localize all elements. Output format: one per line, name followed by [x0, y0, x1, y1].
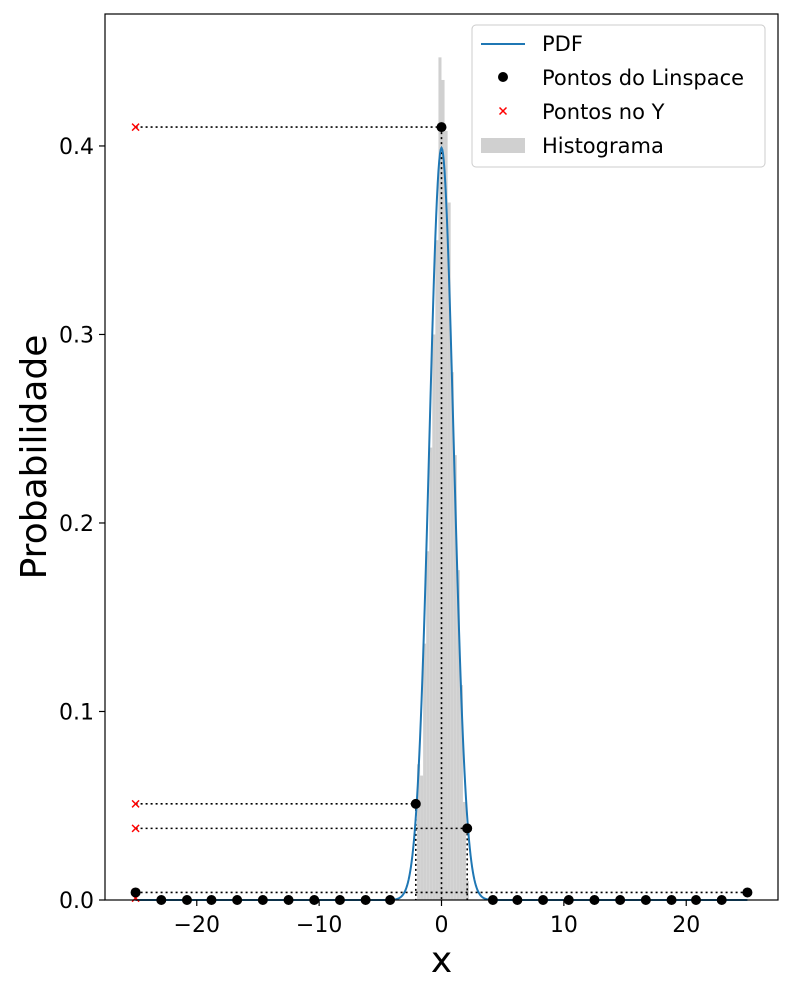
histogram-bar-15 [462, 801, 466, 900]
histogram-bar-0 [417, 764, 421, 900]
x-tick-label-3: 10 [550, 913, 578, 938]
histogram-bar-9 [444, 130, 448, 901]
linspace-point-0 [130, 887, 141, 898]
legend-linspace-swatch [498, 72, 508, 82]
linspace-point-24 [742, 887, 753, 898]
y-point-2 [131, 824, 140, 833]
y-tick-label-3: 0.3 [59, 323, 94, 348]
histogram-bar-10 [447, 202, 451, 901]
linspace-point-12 [436, 122, 447, 133]
histogram-bar-16 [465, 881, 470, 900]
x-tick-label-0: −20 [174, 913, 220, 938]
legend-histogram-swatch [481, 138, 525, 153]
y-point-1 [131, 799, 140, 808]
linspace-points [130, 122, 753, 905]
histogram-bar-8 [441, 79, 445, 901]
histogram-bar-6 [435, 240, 439, 900]
histogram-bar-5 [432, 334, 436, 900]
x-tick-label-4: 20 [672, 913, 700, 938]
legend-linspace-label: Pontos do Linspace [542, 66, 744, 90]
linspace-point-11 [410, 798, 421, 809]
legend: PDF Pontos do Linspace Pontos no Y Histo… [471, 24, 766, 168]
x-axis-title: x [431, 940, 452, 981]
legend-y-points-label: Pontos no Y [542, 100, 665, 124]
legend-y-points-swatch [498, 106, 508, 116]
x-tick-label-2: 0 [435, 913, 449, 938]
histogram-bar-2 [423, 643, 427, 900]
legend-y-marker [498, 106, 508, 116]
x-axis-ticks: −20 −10 0 10 20 [174, 900, 700, 938]
y-axis-title: Probabilidade [14, 335, 55, 580]
y-tick-label-0: 0.0 [59, 889, 94, 914]
histogram-bar-3 [426, 551, 430, 900]
legend-box [471, 24, 766, 168]
x-tick-label-1: −10 [296, 913, 342, 938]
y-point-1-stroke-b [131, 799, 140, 808]
histogram-bar-4 [429, 447, 433, 900]
legend-pdf-label: PDF [542, 32, 583, 56]
histogram-bar-14 [459, 685, 463, 900]
histogram-bar-1 [420, 775, 424, 900]
y-point-0-stroke-b [131, 123, 140, 132]
legend-y-marker-stroke-b [498, 106, 508, 116]
histogram-bar-13 [456, 570, 460, 900]
y-point-0 [131, 123, 140, 132]
histogram-bars [417, 57, 470, 901]
y-tick-label-4: 0.4 [59, 135, 94, 160]
y-point-2-stroke-b [131, 824, 140, 833]
y-axis-ticks: 0.0 0.1 0.2 0.3 0.4 [59, 135, 105, 914]
histogram-bar-12 [453, 455, 457, 900]
guide-lines [135, 126, 748, 900]
y-tick-label-1: 0.1 [59, 700, 94, 725]
linspace-point-13 [462, 823, 473, 834]
y-tick-label-2: 0.2 [59, 512, 94, 537]
histogram-bar-7 [438, 57, 442, 901]
legend-histogram-label: Histograma [542, 134, 664, 158]
histogram-bar-11 [450, 372, 454, 900]
